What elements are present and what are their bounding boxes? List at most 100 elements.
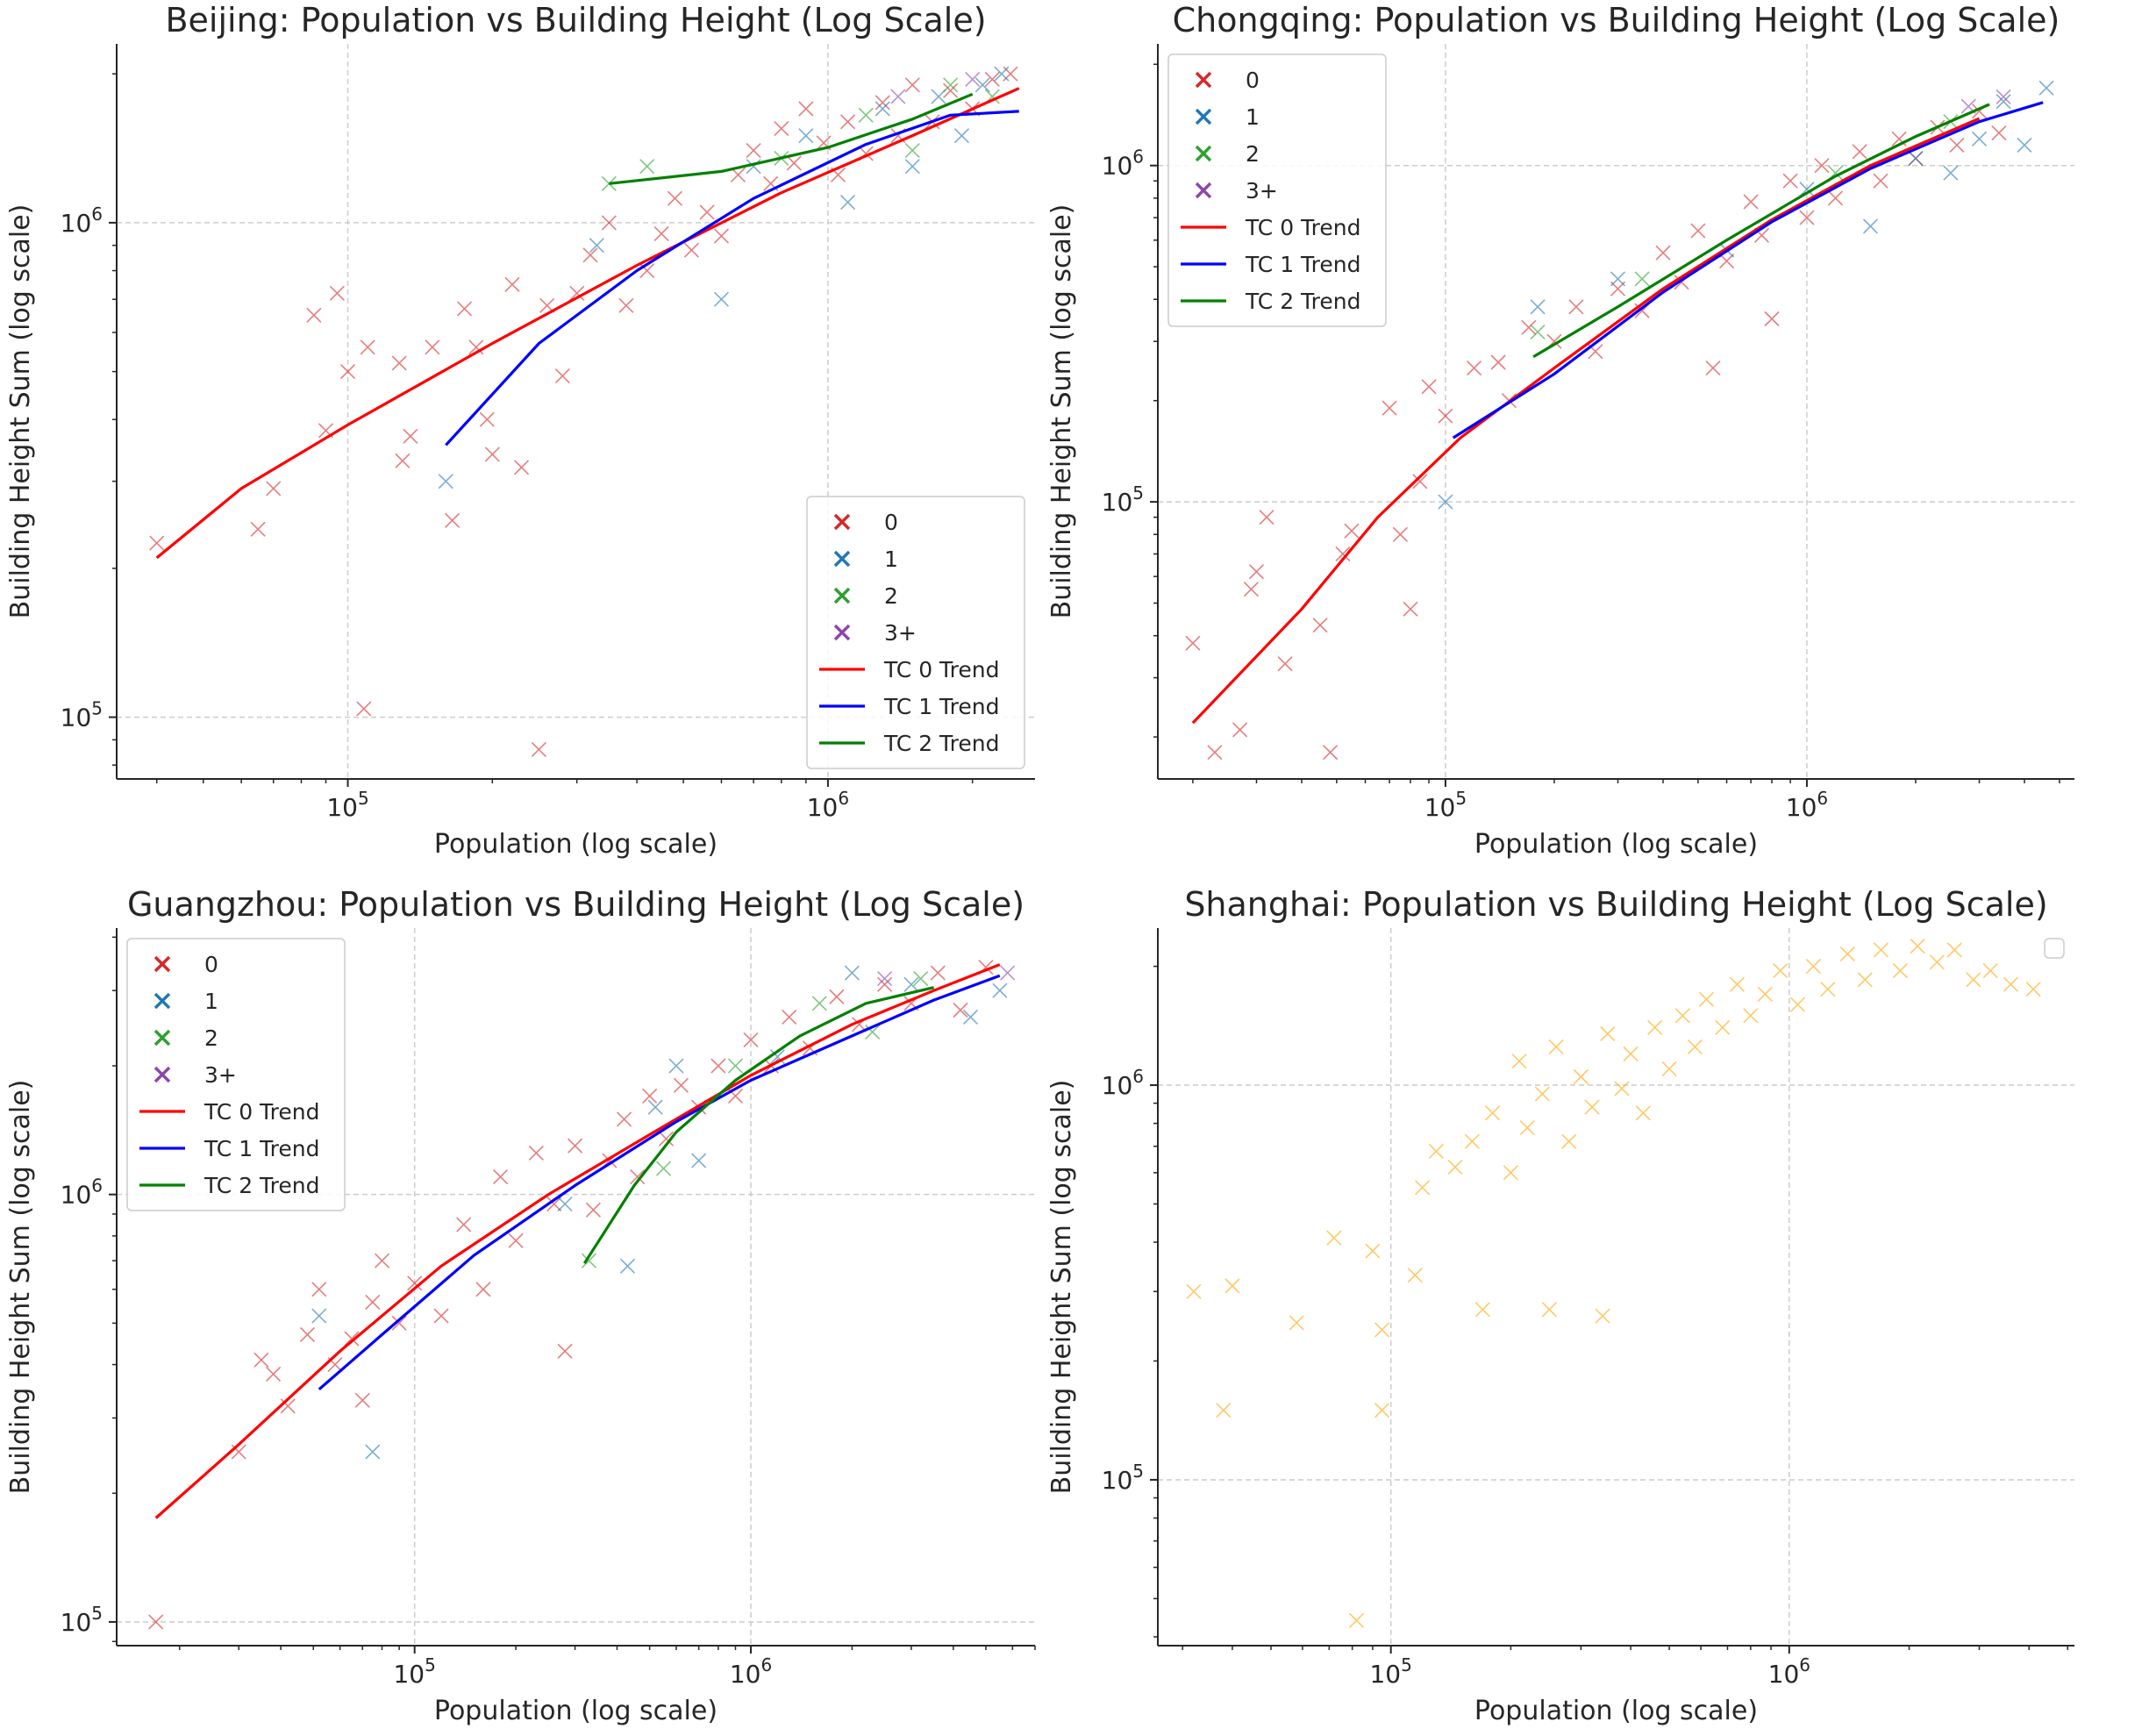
scatter-point <box>875 101 890 117</box>
scatter-point <box>992 982 1008 998</box>
x-tick-base: 10 <box>393 1660 425 1689</box>
scatter-point <box>1623 1046 1639 1061</box>
y-tick-exponent: 5 <box>1132 1461 1144 1482</box>
scatter-point <box>798 128 814 144</box>
scatter-point <box>1996 94 2011 110</box>
trend-line <box>1452 101 2044 439</box>
scatter-point <box>875 95 890 111</box>
scatter-point <box>407 1275 423 1291</box>
scatter-point <box>865 1024 881 1039</box>
legend-label: 1 <box>204 989 218 1014</box>
scatter-points <box>1185 80 2054 761</box>
x-tick-label: 106 <box>807 788 849 822</box>
legend-label: TC 2 Trend <box>203 1173 319 1198</box>
scatter-point <box>1534 1086 1550 1102</box>
x-tick-base: 10 <box>1768 1660 1800 1689</box>
scatter-point <box>667 190 682 206</box>
legend-label: TC 2 Trend <box>1245 289 1360 314</box>
scatter-point <box>1661 1061 1677 1076</box>
scatter-point <box>1892 962 1908 979</box>
legend-box <box>1167 54 1387 327</box>
scatter-point <box>2038 80 2054 96</box>
scatter-point <box>1374 1403 1390 1418</box>
scatter-points <box>149 66 1018 758</box>
x-tick-label: 105 <box>1424 788 1467 822</box>
y-axis-label: Building Height Sum (log scale) <box>5 204 36 619</box>
scatter-point <box>1718 254 1735 269</box>
scatter-point <box>1568 299 1584 315</box>
scatter-point <box>253 1352 269 1368</box>
scatter-point <box>1447 1159 1463 1175</box>
legend-label: 3+ <box>204 1062 237 1088</box>
scatter-point <box>839 195 856 211</box>
scatter-point <box>425 339 440 355</box>
scatter-point <box>943 82 959 98</box>
legend-label: TC 0 Trend <box>883 657 999 682</box>
legend-label: TC 2 Trend <box>883 731 999 756</box>
legend-label: 2 <box>204 1025 218 1051</box>
scatter-point <box>601 215 617 231</box>
x-axis-label: Population (log scale) <box>434 829 718 860</box>
x-tick-label: 105 <box>326 788 368 822</box>
scatter-point <box>630 1168 646 1185</box>
scatter-point <box>299 1326 316 1343</box>
y-tick-label: 105 <box>1102 1461 1144 1495</box>
scatter-point <box>1348 1612 1365 1628</box>
legend-marker <box>833 587 851 604</box>
scatter-point <box>1946 942 1962 958</box>
scatter-point <box>557 1196 573 1212</box>
legend-marker <box>154 1029 171 1047</box>
scatter-point <box>1799 182 1815 197</box>
y-tick-base: 10 <box>1102 488 1133 517</box>
y-tick-exponent: 6 <box>91 1175 103 1197</box>
y-tick-base: 10 <box>61 209 92 238</box>
scatter-point <box>1464 1133 1480 1149</box>
y-tick-exponent: 5 <box>1132 482 1144 504</box>
x-tick-base: 10 <box>807 793 839 822</box>
scatter-point <box>962 1009 979 1025</box>
trend-line <box>155 87 1020 560</box>
scatter-point <box>1908 151 1924 167</box>
scatter-point <box>374 1253 390 1268</box>
scatter-point <box>504 276 520 292</box>
scatter-point <box>1690 223 1706 239</box>
scatter-point <box>365 1444 381 1460</box>
scatter-point <box>639 159 655 175</box>
y-tick-base: 10 <box>61 1181 92 1210</box>
scatter-point <box>953 1002 968 1018</box>
scatter-point <box>1392 526 1409 542</box>
scatter-point <box>344 1331 360 1347</box>
scatter-point <box>250 521 266 537</box>
x-tick-base: 10 <box>1369 1660 1401 1689</box>
scatter-point <box>903 976 919 992</box>
chart-title: Guangzhou: Population vs Building Height… <box>127 885 1025 924</box>
scatter-point <box>433 1308 449 1324</box>
legend-label: 1 <box>1246 104 1260 130</box>
scatter-point <box>2025 982 2041 997</box>
scatter-point <box>1852 144 1867 160</box>
chart-title: Shanghai: Population vs Building Height … <box>1184 885 2047 924</box>
scatter-point <box>475 1282 491 1297</box>
scatter-point <box>829 989 845 1004</box>
scatter-point <box>2003 976 2019 992</box>
scatter-point <box>1814 158 1830 174</box>
scatter-point <box>1910 939 1925 954</box>
y-tick-exponent: 6 <box>1132 1066 1144 1087</box>
scatter-point <box>1344 523 1360 539</box>
legend-marker <box>154 955 171 973</box>
legend-label: TC 0 Trend <box>1245 215 1360 240</box>
scatter-point <box>468 339 484 355</box>
scatter-point <box>1259 510 1274 525</box>
y-tick-exponent: 6 <box>91 204 103 225</box>
chart-title: Beijing: Population vs Building Height (… <box>165 1 986 39</box>
scatter-point <box>1966 972 1981 988</box>
scatter-point <box>877 970 893 987</box>
scatter-point <box>1243 582 1259 597</box>
scatter-point <box>1635 1105 1651 1121</box>
legend: 0 1 2 3+ TC 0 Trend TC 1 Trend TC 2 Trend <box>806 496 1025 769</box>
scatter-point <box>1982 962 1998 979</box>
x-tick-exponent: 6 <box>760 1654 772 1675</box>
